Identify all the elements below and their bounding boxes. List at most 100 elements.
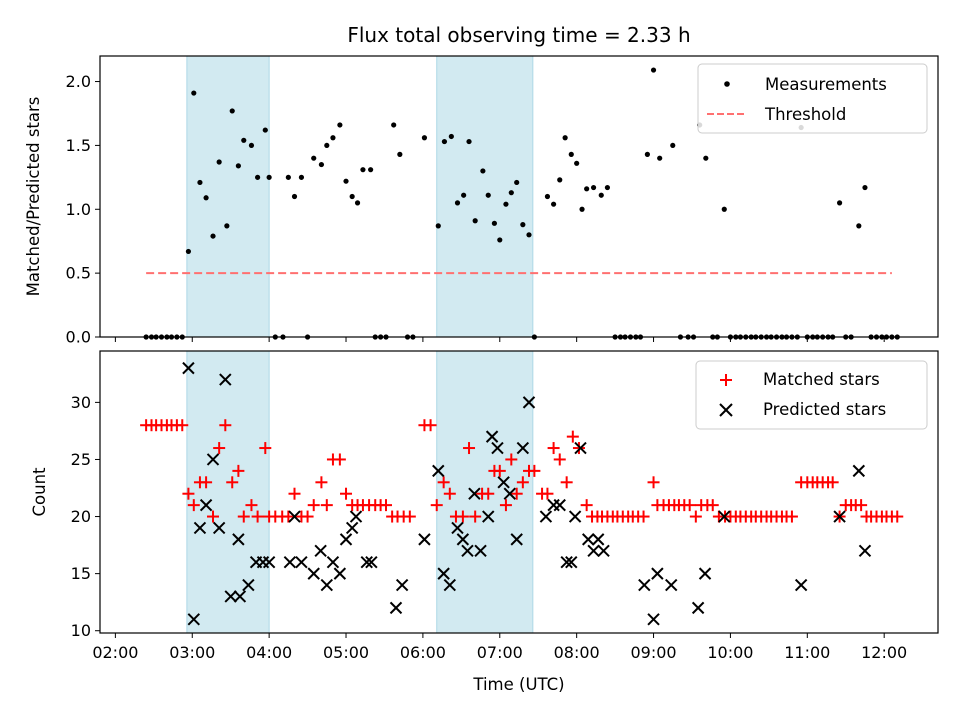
measurements-point <box>343 178 349 184</box>
measurements-point <box>324 142 330 149</box>
x-tick-label: 04:00 <box>246 643 292 662</box>
x-tick-label: 07:00 <box>477 643 523 662</box>
predicted-stars-point <box>539 510 553 523</box>
matched-stars-point <box>176 419 189 432</box>
top-y-tick-label: 0.0 <box>66 328 91 347</box>
predicted-stars-point <box>212 521 226 535</box>
matched-stars-point <box>637 510 650 523</box>
measurements-point <box>229 108 235 114</box>
measurements-point <box>191 90 197 96</box>
legend-predicted-label: Predicted stars <box>763 400 886 419</box>
predicted-stars-point <box>295 556 308 569</box>
x-tick-label: 05:00 <box>323 643 369 662</box>
predicted-stars-point <box>638 578 651 592</box>
predicted-stars-point <box>565 556 578 569</box>
measurements-point <box>497 237 503 243</box>
predicted-stars-point <box>718 510 731 523</box>
predicted-stars-point <box>288 510 301 523</box>
measurements-point <box>579 206 585 212</box>
measurements-point <box>330 135 336 141</box>
top-panel-ratio: 0.00.51.01.52.0 Matched/Predicted stars … <box>24 55 939 347</box>
predicted-stars-point <box>283 556 297 569</box>
matched-stars-point <box>301 510 314 523</box>
matched-stars-point <box>572 442 585 455</box>
bottom-y-tick-label: 25 <box>71 450 91 469</box>
legend-predicted-marker <box>719 403 733 417</box>
predicted-stars-point <box>574 441 587 455</box>
measurements-point <box>520 222 526 228</box>
matched-stars-point <box>259 442 272 455</box>
predicted-stars-point <box>852 464 866 478</box>
measurements-point <box>544 193 551 200</box>
matched-stars-point <box>493 464 506 477</box>
measurements-point <box>224 223 230 229</box>
bottom-y-axis-ticks: 10 15 20 25 30 <box>71 393 100 640</box>
matched-stars-point <box>528 464 541 477</box>
predicted-stars-point <box>187 613 201 626</box>
predicted-stars-point <box>591 533 605 546</box>
measurements-point <box>435 223 441 229</box>
measurements-point <box>337 122 343 128</box>
predicted-stars-point <box>665 578 678 592</box>
measurements-point <box>311 155 317 161</box>
predicted-stars-point <box>461 544 474 558</box>
x-tick-label: 02:00 <box>92 643 138 662</box>
measurements-point <box>491 220 497 226</box>
predicted-stars-point <box>395 578 409 592</box>
predicted-stars-point <box>522 396 536 409</box>
predicted-stars-point <box>516 441 530 455</box>
chart-title: Flux total observing time = 2.33 h <box>347 23 690 47</box>
predicted-stars-point <box>345 521 359 535</box>
predicted-stars-point <box>233 590 247 603</box>
predicted-stars-point <box>597 544 610 558</box>
measurements-point <box>514 179 520 186</box>
measurements-point <box>241 137 247 143</box>
matched-stars-point <box>424 419 437 432</box>
matched-stars-point <box>379 499 392 512</box>
measurements-point <box>574 160 580 166</box>
measurements-point <box>360 167 366 173</box>
predicted-stars-point <box>587 544 600 558</box>
bottom-y-tick-label: 15 <box>71 564 91 583</box>
predicted-stars-point <box>456 533 470 546</box>
predicted-stars-point <box>833 510 846 523</box>
predicted-stars-point <box>326 556 340 569</box>
measurements-point <box>466 138 472 145</box>
top-legend: Measurements Threshold <box>697 63 928 134</box>
top-shaded-intervals <box>186 55 534 338</box>
measurements-point <box>703 155 709 161</box>
predicted-stars-point <box>365 556 378 569</box>
x-tick-label: 09:00 <box>630 643 676 662</box>
predicted-stars-point <box>482 510 495 523</box>
predicted-stars-point <box>794 578 808 592</box>
matched-stars-point <box>200 476 213 489</box>
measurements-point <box>255 174 261 180</box>
top-legend-box <box>697 63 928 134</box>
measurements-point <box>197 179 203 186</box>
top-y-tick-label: 0.5 <box>66 264 91 283</box>
measurements-point <box>584 186 590 192</box>
predicted-stars-point <box>219 373 232 386</box>
predicted-stars-point <box>262 556 276 569</box>
top-x-axis-ticks <box>114 337 885 342</box>
predicted-stars-point <box>581 533 595 546</box>
measurements-point <box>670 142 676 149</box>
predicted-stars-point <box>193 521 207 535</box>
predicted-stars-point <box>691 601 705 615</box>
predicted-stars-point <box>307 567 320 580</box>
measurements-point <box>650 67 657 73</box>
top-shaded-interval-2 <box>436 55 534 338</box>
predicted-stars-point <box>432 464 445 478</box>
matched-stars-point <box>499 499 512 512</box>
measurements-point <box>391 122 397 128</box>
predicted-stars-point <box>443 578 457 592</box>
predicted-stars-point <box>510 533 523 546</box>
measurements-point <box>550 201 557 207</box>
bottom-plot-area <box>140 361 904 626</box>
predicted-stars-point <box>333 567 347 580</box>
top-y-tick-label: 1.5 <box>66 136 91 155</box>
bottom-axes-frame <box>99 350 939 634</box>
matched-stars-point <box>547 442 560 455</box>
measurements-point <box>421 135 428 141</box>
